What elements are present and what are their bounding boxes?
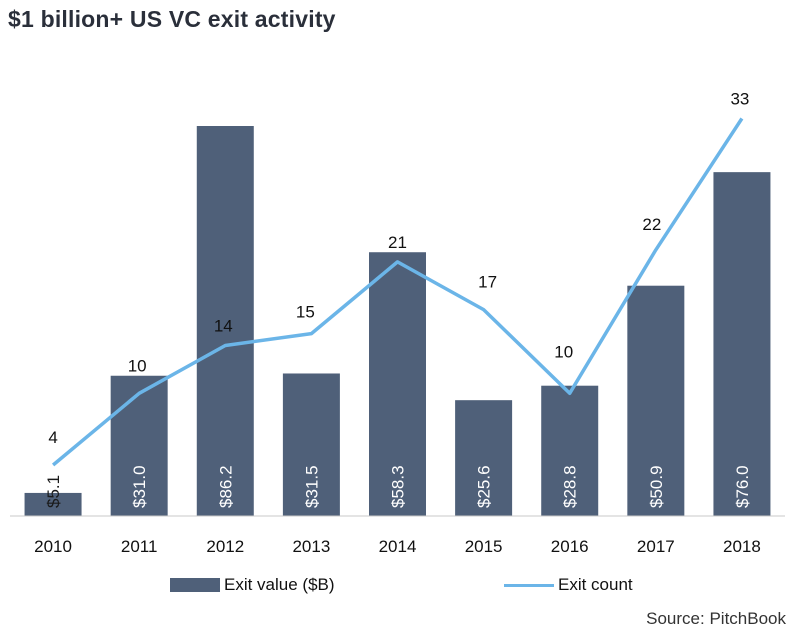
point-label-2016: 10	[554, 342, 573, 361]
x-tick-2015: 2015	[465, 537, 503, 556]
bar-label-2012: $86.2	[216, 465, 235, 508]
bar-label-2014: $58.3	[389, 465, 408, 508]
x-tick-2011: 2011	[121, 537, 158, 556]
point-label-2015: 17	[478, 273, 497, 292]
x-tick-2013: 2013	[292, 537, 330, 556]
x-ticks-layer: 2010 2011 2012 2013 2014 2015 2016 2017 2018	[34, 537, 761, 556]
bar-2010	[24, 492, 82, 516]
bar-label-2018: $76.0	[733, 465, 752, 508]
point-label-2013: 15	[296, 303, 315, 322]
bar-labels-layer: $5.1 $31.0 $86.2 $31.5 $58.3 $25.6 $28.8 $50.9 $…	[44, 465, 752, 508]
line-layer	[51, 117, 744, 467]
series-line-exit-count	[51, 117, 744, 467]
legend-label-exit-value: Exit value ($B)	[224, 575, 335, 594]
x-tick-2012: 2012	[206, 537, 244, 556]
source-note: Source: PitchBook	[646, 609, 786, 628]
bar-2015	[455, 400, 513, 516]
point-label-2014: 21	[388, 233, 407, 252]
bar-2012	[196, 126, 254, 516]
bar-2013	[282, 373, 340, 516]
bar-label-2017: $50.9	[647, 465, 666, 508]
bar-2017	[627, 285, 685, 516]
bar-2016	[541, 385, 599, 516]
bar-2014	[369, 252, 426, 516]
bar-label-2016: $28.8	[561, 465, 580, 508]
point-label-2011: 10	[128, 356, 147, 375]
point-labels-layer: 4 10 14 15 21 17 10 22 33	[48, 89, 749, 447]
legend-item-exit-value: Exit value ($B)	[170, 575, 335, 595]
bar-label-2011: $31.0	[130, 465, 149, 508]
x-tick-2017: 2017	[637, 537, 675, 556]
legend-item-exit-count: Exit count	[504, 575, 633, 595]
legend-swatch-bar	[170, 578, 220, 592]
x-tick-2018: 2018	[723, 537, 761, 556]
bar-2018	[713, 172, 771, 516]
point-label-2017: 22	[642, 215, 661, 234]
point-label-2010: 4	[48, 428, 57, 447]
point-label-2018: 33	[730, 89, 749, 108]
x-tick-2016: 2016	[551, 537, 589, 556]
bar-label-2013: $31.5	[302, 465, 321, 508]
chart-title: $1 billion+ US VC exit activity	[8, 6, 336, 32]
bar-2011	[110, 375, 168, 516]
x-tick-2010: 2010	[34, 537, 72, 556]
bar-label-2010: $5.1	[44, 475, 63, 508]
point-label-2012: 14	[214, 317, 233, 336]
x-tick-2014: 2014	[379, 537, 417, 556]
legend-swatch-line	[504, 583, 554, 587]
legend-label-exit-count: Exit count	[558, 575, 633, 594]
bars-layer	[24, 126, 771, 516]
bar-label-2015: $25.6	[475, 465, 494, 508]
